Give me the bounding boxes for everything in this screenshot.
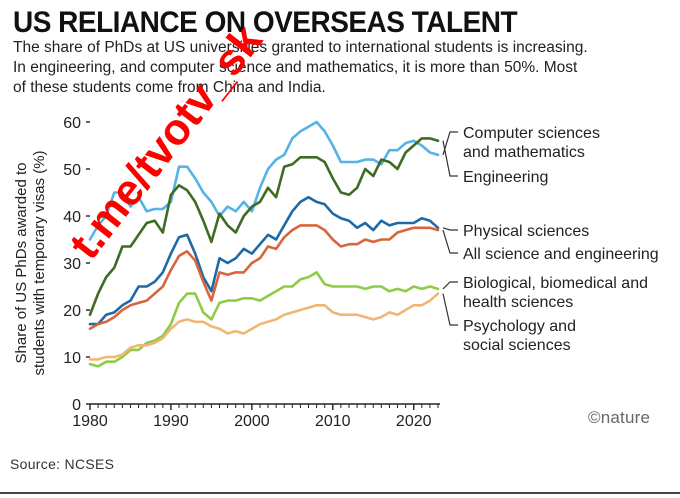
legend-leader-line <box>442 140 458 177</box>
legend-leader-line <box>442 229 458 254</box>
x-tick-label: 2000 <box>234 413 270 430</box>
y-tick-label: 0 <box>72 397 81 414</box>
legend-label: Engineering <box>463 169 548 186</box>
chart-subtitle: The share of PhDs at US universities gra… <box>13 38 673 98</box>
legend-label: Biological, biomedical and <box>463 275 648 292</box>
legend-label: All science and engineering <box>463 246 659 263</box>
x-tick-label: 2010 <box>315 413 351 430</box>
subtitle-line-3: of these students come from China and In… <box>13 79 326 96</box>
chart-series <box>88 120 440 368</box>
series-line-physical <box>88 195 440 326</box>
y-tick-label: 20 <box>63 303 81 320</box>
chart-legend: Computer sciences and mathematics Engineer… <box>442 125 659 354</box>
series-line-psych <box>88 292 440 361</box>
series-line-all <box>88 224 440 331</box>
y-tick-label: 30 <box>63 256 81 273</box>
y-tick-label: 10 <box>63 350 81 367</box>
y-tick-label: 60 <box>63 115 81 132</box>
legend-leader-line <box>442 227 458 231</box>
legend-label: social sciences <box>463 337 571 354</box>
legend-label: Psychology and <box>463 318 576 335</box>
series-line-bio <box>88 271 440 368</box>
chart-title: US RELIANCE ON OVERSEAS TALENT <box>13 6 518 39</box>
legend-label: health sciences <box>463 294 573 311</box>
y-tick-label: 50 <box>63 162 81 179</box>
series-line-engineering <box>88 137 440 317</box>
y-axis-label-line-1: Share of US PhDs awarded to <box>13 163 30 364</box>
y-axis-label-line-2: students with temporary visas (%) <box>31 150 48 375</box>
x-tick-label: 1990 <box>153 413 189 430</box>
chart-axes: 0 10 20 30 40 50 60 1980 1990 2000 2010 2020 <box>63 115 440 430</box>
legend-label: Computer sciences <box>463 125 600 142</box>
subtitle-line-1: The share of PhDs at US universities gra… <box>13 39 588 56</box>
bottom-divider <box>0 492 680 494</box>
source-note: Source: NCSES <box>10 456 115 472</box>
legend-leader-line <box>442 131 458 156</box>
nature-credit: ©nature <box>588 408 651 427</box>
legend-leader-line <box>442 281 458 290</box>
legend-leader-line <box>442 293 458 326</box>
x-tick-label: 1980 <box>72 413 108 430</box>
x-tick-label: 2020 <box>396 413 432 430</box>
subtitle-line-2: In engineering, and computer science and… <box>13 59 578 76</box>
legend-label: Physical sciences <box>463 223 589 240</box>
y-tick-label: 40 <box>63 209 81 226</box>
legend-label: and mathematics <box>463 144 585 161</box>
